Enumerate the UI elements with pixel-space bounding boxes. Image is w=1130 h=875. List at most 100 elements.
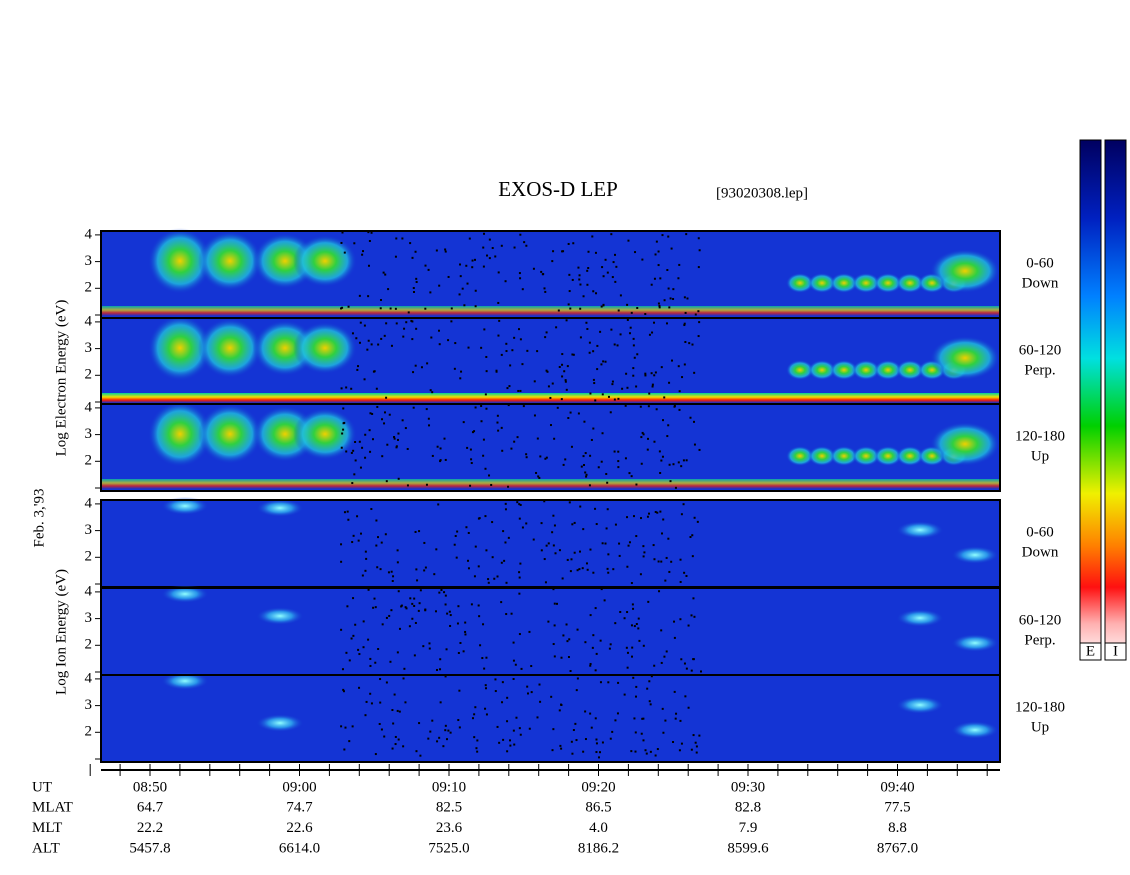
noise [512, 659, 515, 662]
noise [570, 740, 573, 743]
noise [698, 448, 701, 451]
noise [415, 281, 418, 284]
noise [561, 353, 564, 356]
noise [561, 250, 564, 253]
noise [632, 374, 635, 377]
noise [347, 305, 350, 308]
noise [595, 523, 598, 526]
noise [575, 689, 578, 692]
direction: Up [1031, 448, 1049, 464]
noise [594, 251, 597, 254]
noise [551, 531, 554, 534]
noise [345, 651, 348, 654]
noise [642, 644, 645, 647]
noise [484, 684, 487, 687]
noise [612, 568, 615, 571]
noise [518, 272, 521, 275]
noise [404, 427, 407, 430]
noise [368, 429, 371, 432]
noise [398, 627, 401, 630]
noise [424, 566, 427, 569]
noise [390, 609, 393, 612]
noise [553, 437, 556, 440]
panel-frame [100, 674, 1001, 763]
noise [434, 610, 437, 613]
noise [630, 582, 633, 585]
noise [379, 701, 382, 704]
noise [640, 732, 643, 735]
noise [343, 251, 346, 254]
noise [390, 570, 393, 573]
noise [352, 449, 355, 452]
flux-blob [830, 360, 858, 380]
noise [469, 448, 472, 451]
noise [659, 471, 662, 474]
row-label: UT [32, 779, 52, 795]
noise [673, 405, 676, 408]
noise [685, 233, 688, 236]
noise [584, 452, 587, 455]
colorbar [1104, 139, 1127, 661]
noise [439, 447, 442, 450]
noise [662, 731, 665, 734]
noise [367, 295, 370, 298]
noise [602, 360, 605, 363]
noise [602, 275, 605, 278]
ephemeris-value: 7.9 [739, 820, 758, 836]
noise [368, 239, 371, 242]
noise [642, 545, 645, 548]
flux-blob [161, 497, 209, 515]
noise [380, 728, 383, 731]
noise [358, 686, 361, 689]
noise [537, 475, 540, 478]
noise [369, 664, 372, 667]
y-tick-label: 3 [85, 426, 93, 442]
noise [611, 730, 614, 733]
noise [354, 623, 357, 626]
noise [351, 725, 354, 728]
noise [388, 614, 391, 617]
noise [589, 662, 592, 665]
noise [383, 422, 386, 425]
noise [566, 365, 569, 368]
noise [560, 398, 563, 401]
noise [353, 242, 356, 245]
noise [579, 283, 582, 286]
noise [497, 301, 500, 304]
noise [596, 344, 599, 347]
noise [615, 265, 618, 268]
noise [383, 334, 386, 337]
noise [513, 336, 516, 339]
noise [466, 446, 469, 449]
noise [474, 406, 477, 409]
noise [361, 574, 364, 577]
noise [384, 273, 387, 276]
ephemeris-value: 7525.0 [428, 840, 469, 856]
noise [665, 322, 668, 325]
noise [404, 701, 407, 704]
noise [683, 662, 686, 665]
noise [597, 466, 600, 469]
noise [390, 344, 393, 347]
noise [355, 337, 358, 340]
noise [376, 566, 379, 569]
noise [619, 333, 622, 336]
noise [576, 569, 579, 572]
noise [607, 553, 610, 556]
noise [396, 561, 399, 564]
noise [518, 576, 521, 579]
noise [429, 291, 432, 294]
noise [377, 343, 380, 346]
noise [589, 454, 592, 457]
noise [351, 541, 354, 544]
noise [654, 754, 657, 757]
noise [536, 716, 539, 719]
noise [600, 588, 603, 591]
noise [660, 560, 663, 563]
noise [669, 480, 672, 483]
noise [595, 292, 598, 295]
y-tick-label: 4 [85, 313, 93, 329]
noise [517, 389, 520, 392]
noise [450, 307, 453, 310]
noise [562, 634, 565, 637]
